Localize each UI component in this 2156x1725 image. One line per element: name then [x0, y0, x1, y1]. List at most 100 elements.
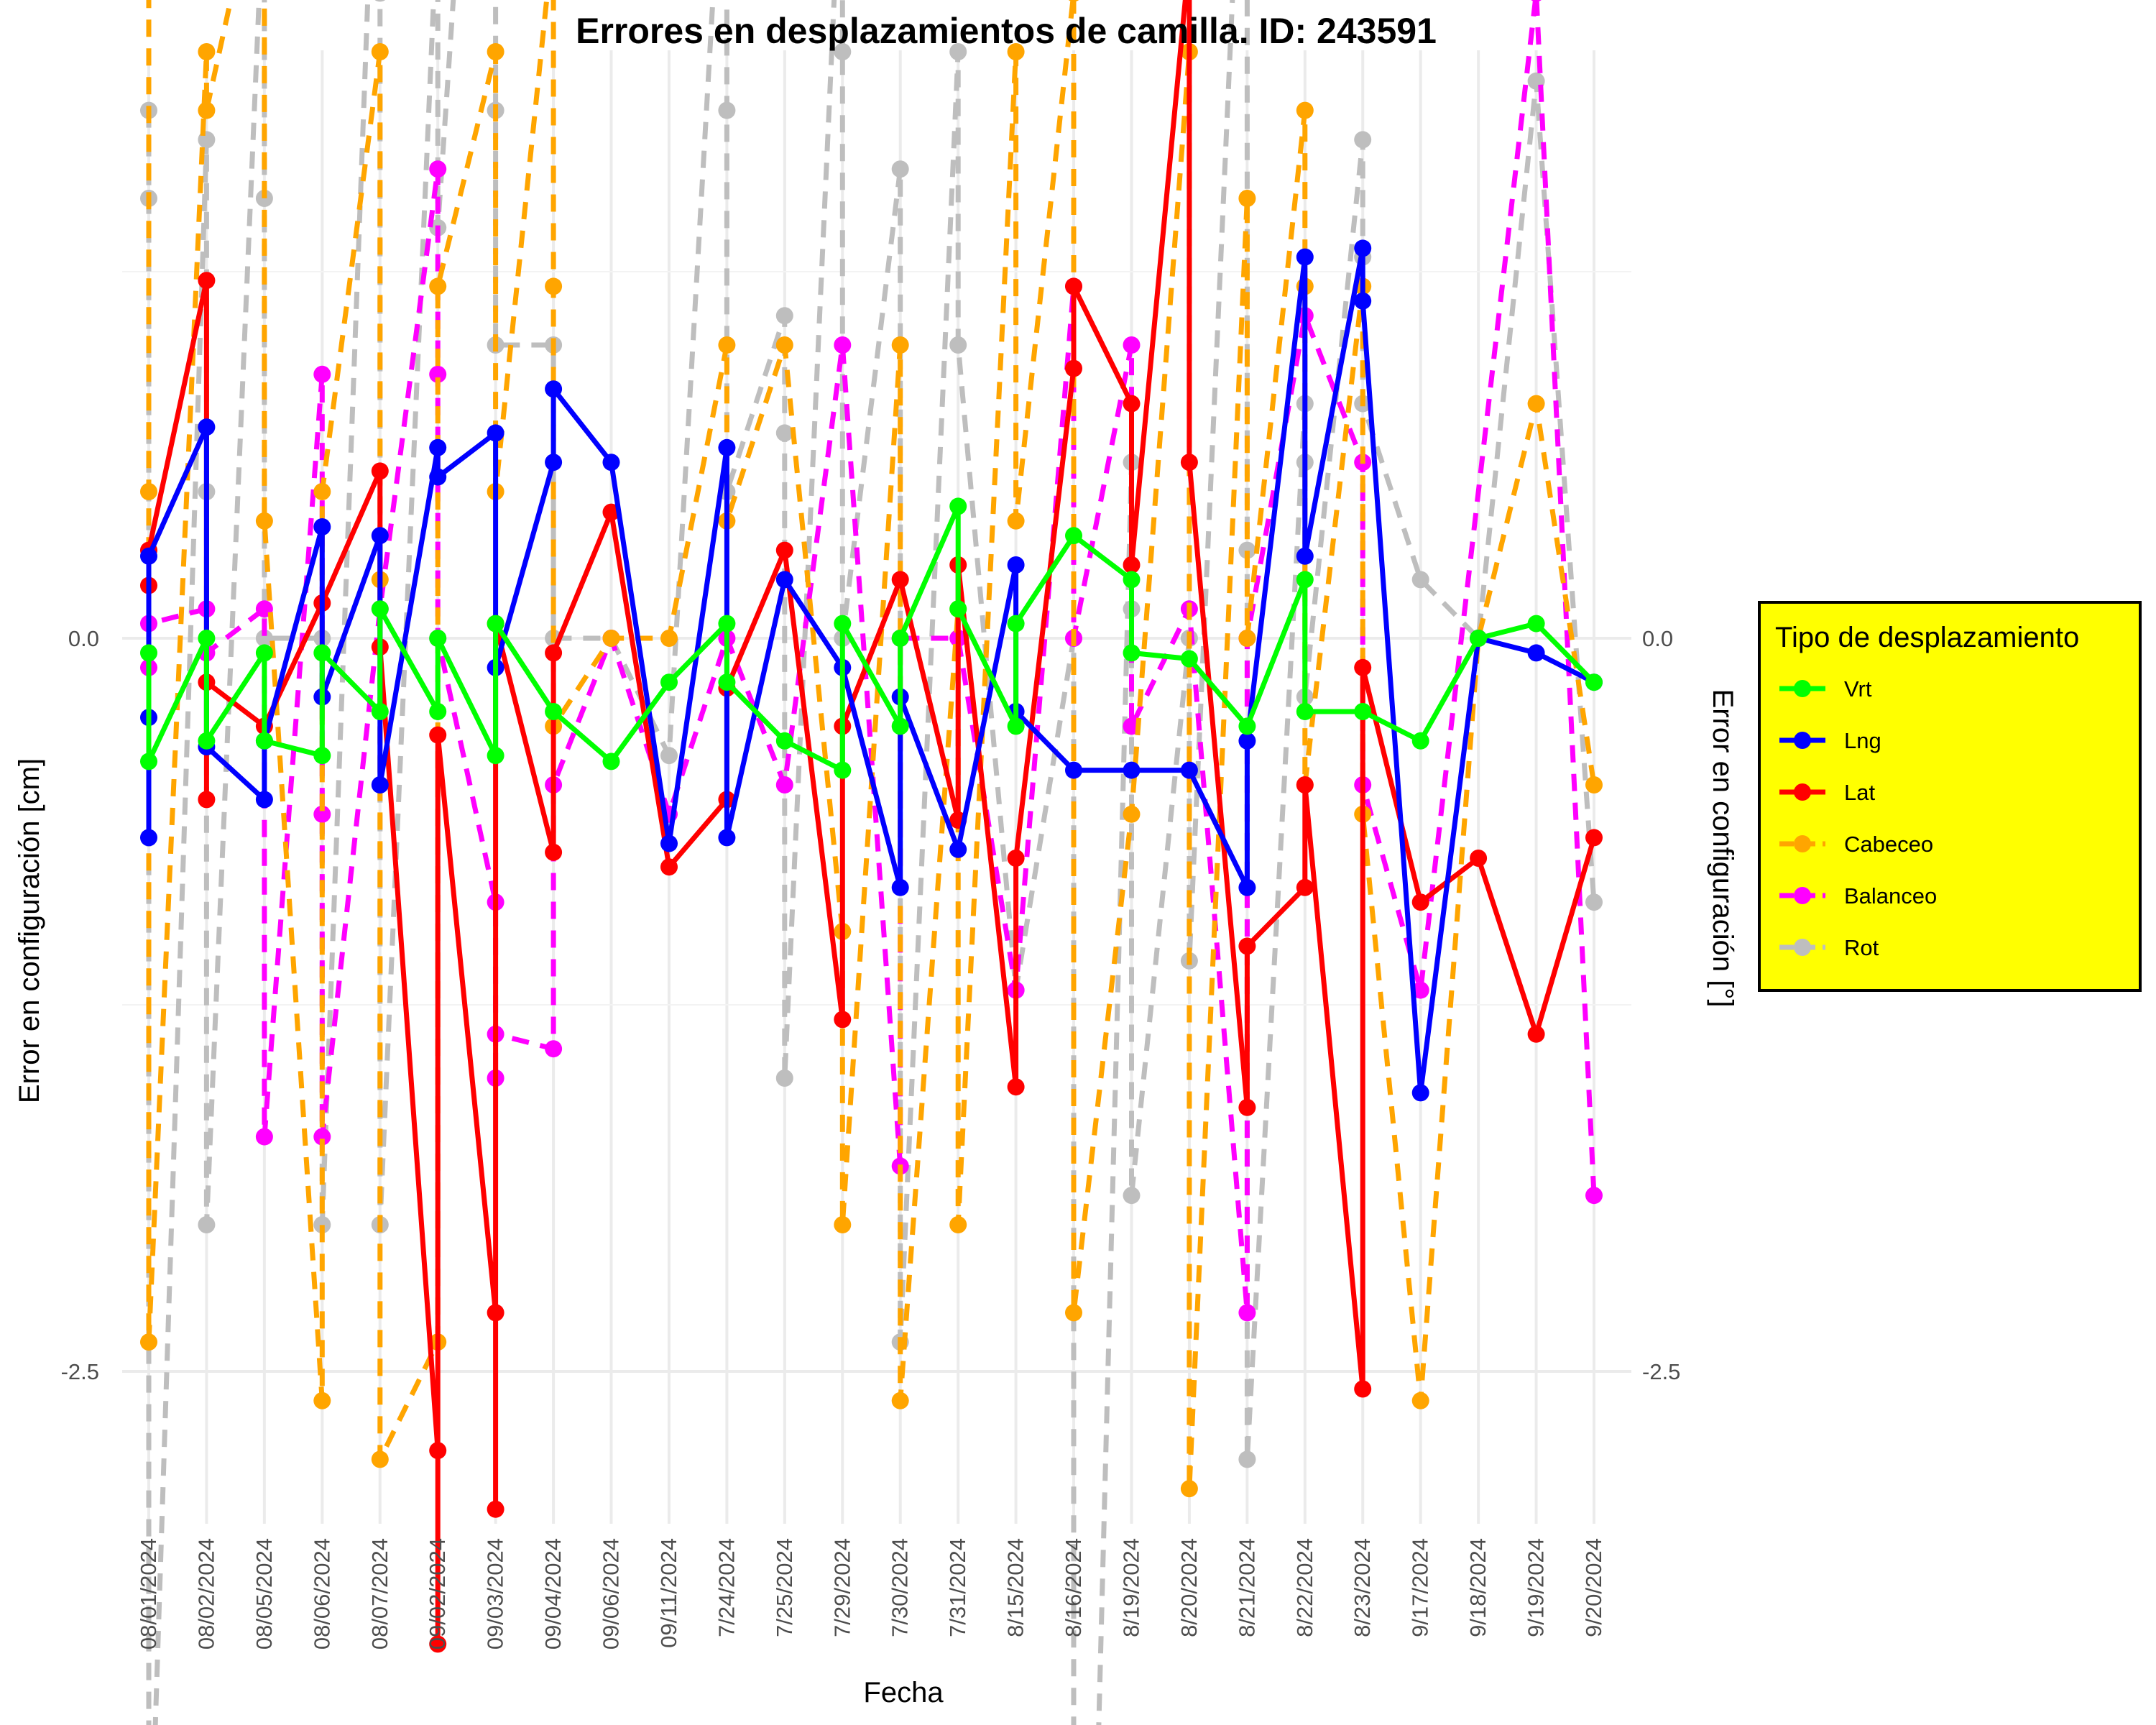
data-point-lng	[545, 380, 563, 398]
data-point-lat	[1065, 277, 1082, 295]
data-point-rot	[1123, 1187, 1141, 1205]
data-point-lng	[602, 454, 620, 472]
data-point-lat	[1411, 893, 1429, 911]
data-point-cabeceo	[775, 336, 793, 354]
data-point-lat	[660, 858, 678, 876]
data-point-vrt	[371, 703, 389, 720]
data-point-cabeceo	[545, 277, 563, 295]
data-point-lng	[1411, 1084, 1429, 1102]
data-point-balanceo	[1585, 1187, 1603, 1205]
data-point-lng	[313, 518, 331, 535]
data-point-lng	[891, 878, 909, 896]
data-series	[140, 0, 1603, 1725]
y-tick-label-right: -2.5	[1642, 1359, 1680, 1384]
data-point-vrt	[429, 703, 447, 720]
data-point-vrt	[255, 732, 273, 750]
data-point-lng	[429, 468, 447, 486]
data-point-rot	[198, 1216, 216, 1233]
legend-item-rot: Rot	[1779, 935, 1879, 960]
data-point-vrt	[1123, 644, 1141, 662]
data-point-lng	[1007, 556, 1025, 574]
data-point-cabeceo	[255, 512, 273, 530]
x-tick-label: 8/21/2024	[1234, 1538, 1259, 1637]
data-point-cabeceo	[1007, 512, 1025, 530]
data-point-lat	[429, 726, 447, 744]
x-axis-title: Fecha	[863, 1677, 944, 1708]
data-point-vrt	[371, 600, 389, 618]
data-point-rot	[775, 424, 793, 442]
x-tick-label: 8/16/2024	[1061, 1538, 1086, 1637]
data-point-balanceo	[775, 776, 793, 794]
data-point-balanceo	[429, 160, 447, 178]
x-tick-label: 8/19/2024	[1118, 1538, 1143, 1637]
data-point-cabeceo	[1238, 190, 1256, 207]
data-point-vrt	[718, 615, 736, 632]
x-tick-label: 7/29/2024	[829, 1538, 854, 1637]
data-point-vrt	[1238, 717, 1256, 735]
data-point-lng	[255, 791, 273, 809]
x-tick-label: 08/06/2024	[309, 1538, 334, 1650]
x-tick-label: 8/23/2024	[1350, 1538, 1375, 1637]
data-point-vrt	[949, 497, 967, 515]
data-point-cabeceo	[718, 336, 736, 354]
y-axis-left-ticks: -7.5-5.0-2.50.02.5	[61, 626, 99, 1384]
data-point-balanceo	[313, 365, 331, 383]
data-point-cabeceo	[140, 1333, 157, 1351]
legend-label: Vrt	[1844, 676, 1872, 702]
data-point-cabeceo	[429, 277, 447, 295]
data-point-vrt	[1585, 673, 1603, 691]
y-axis-left-title: Error en configuración [cm]	[14, 758, 45, 1103]
data-point-cabeceo	[1068, 0, 1079, 2]
data-point-lat	[1238, 937, 1256, 955]
series-line-cabeceo	[146, 0, 1597, 1491]
data-point-vrt	[1180, 650, 1198, 668]
data-point-cabeceo	[1296, 101, 1314, 119]
data-point-rot	[775, 307, 793, 325]
data-point-lng	[1527, 644, 1545, 662]
x-tick-label: 09/03/2024	[483, 1538, 508, 1650]
legend-key-point	[1794, 939, 1811, 956]
data-point-lat	[1585, 829, 1603, 847]
data-point-balanceo	[429, 365, 447, 383]
legend-label: Lng	[1844, 728, 1881, 753]
data-point-lng	[1180, 761, 1198, 779]
x-tick-label: 8/15/2024	[1003, 1538, 1028, 1637]
data-point-vrt	[775, 732, 793, 750]
data-point-vrt	[602, 753, 620, 770]
legend-item-lat: Lat	[1779, 780, 1875, 805]
legend-item-vrt: Vrt	[1779, 676, 1872, 702]
x-tick-label: 09/11/2024	[656, 1538, 681, 1648]
data-point-lat	[891, 571, 909, 589]
data-point-vrt	[949, 600, 967, 618]
data-point-lat	[1354, 658, 1372, 676]
data-point-lng	[660, 834, 678, 852]
data-point-cabeceo	[1065, 1304, 1082, 1322]
data-point-balanceo	[313, 1128, 331, 1146]
data-point-vrt	[718, 673, 736, 691]
data-point-lat	[1470, 850, 1488, 867]
data-point-lat	[775, 541, 793, 559]
data-point-lat	[198, 272, 216, 290]
x-tick-label: 08/05/2024	[252, 1538, 277, 1650]
data-point-cabeceo	[198, 43, 216, 60]
data-point-lat	[1123, 395, 1141, 413]
data-point-cabeceo	[371, 43, 389, 60]
data-point-rot	[1354, 131, 1372, 149]
x-axis-ticks: 08/01/2024 08/02/2024 08/05/2024 08/06/2024…	[136, 1538, 1606, 1650]
data-point-lat	[1180, 454, 1198, 472]
data-point-cabeceo	[140, 483, 157, 500]
legend-item-lng: Lng	[1779, 728, 1881, 753]
chart-title: Errores en desplazamientos de camilla. I…	[576, 11, 1437, 51]
data-point-lng	[1065, 761, 1082, 779]
data-point-rot	[834, 43, 852, 60]
data-point-vrt	[1007, 615, 1025, 632]
data-point-lat	[429, 1442, 447, 1460]
data-point-cabeceo	[1527, 395, 1545, 413]
data-point-lat	[1007, 850, 1025, 867]
data-point-cabeceo	[487, 43, 505, 60]
data-point-lat	[1527, 1025, 1545, 1043]
data-point-balanceo	[1531, 0, 1542, 2]
data-point-cabeceo	[313, 483, 331, 500]
legend-label: Lat	[1844, 780, 1875, 805]
